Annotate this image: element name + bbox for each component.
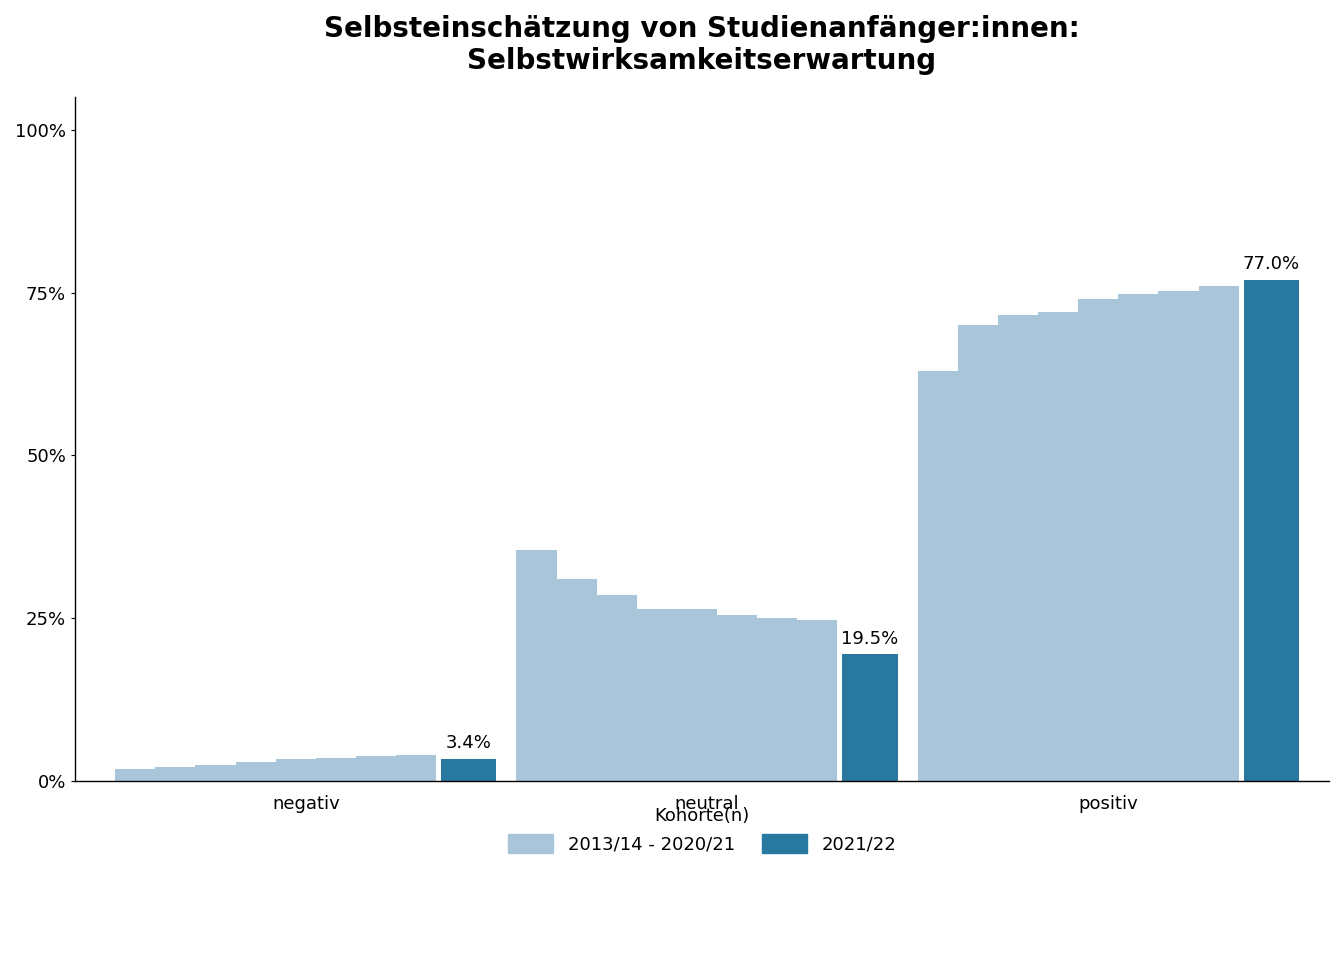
Bar [195,765,235,781]
Bar [843,654,898,781]
Bar [1199,286,1239,781]
Bar [677,609,718,781]
Legend: 2013/14 - 2020/21, 2021/22: 2013/14 - 2020/21, 2021/22 [501,801,903,861]
Text: 3.4%: 3.4% [446,734,492,753]
Bar [441,759,496,781]
Bar [958,325,999,781]
Bar [156,767,195,781]
Bar [1118,294,1159,781]
Bar [718,615,757,781]
Title: Selbsteinschätzung von Studienanfänger:innen:
Selbstwirksamkeitserwartung: Selbsteinschätzung von Studienanfänger:i… [324,15,1079,76]
Bar [797,619,837,781]
Bar [276,759,316,781]
Bar [757,618,797,781]
Bar [637,609,677,781]
Bar [1038,312,1078,781]
Bar [235,761,276,781]
Text: 77.0%: 77.0% [1243,255,1300,273]
Bar [556,579,597,781]
Bar [918,371,958,781]
Bar [516,550,556,781]
Bar [597,595,637,781]
Bar [316,757,356,781]
Bar [116,769,156,781]
Bar [1078,300,1118,781]
Bar [356,756,396,781]
Bar [1159,291,1199,781]
Bar [396,756,437,781]
Bar [1243,279,1298,781]
Text: 19.5%: 19.5% [841,630,899,648]
Bar [999,316,1038,781]
